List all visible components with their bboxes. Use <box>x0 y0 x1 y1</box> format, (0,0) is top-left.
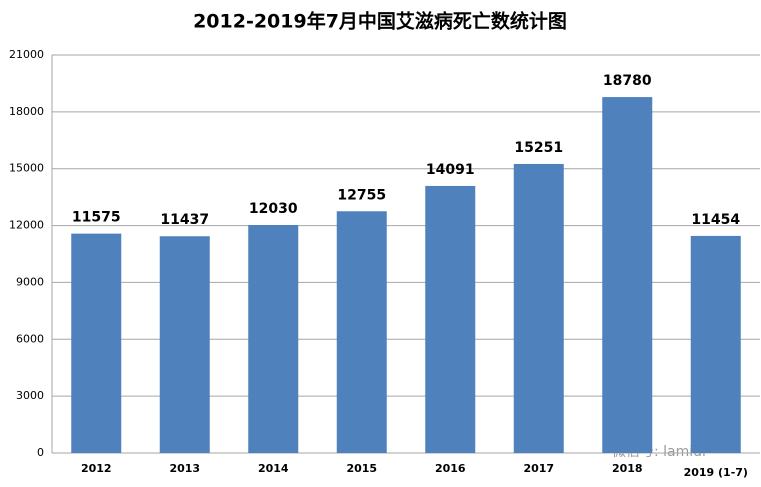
y-tick-label: 0 <box>37 446 44 459</box>
x-tick-label: 2016 <box>435 462 466 475</box>
value-label: 14091 <box>426 162 475 178</box>
bar <box>336 211 387 453</box>
y-tick-label: 6000 <box>16 332 44 345</box>
value-label: 12755 <box>337 187 386 203</box>
value-label: 11454 <box>691 212 740 228</box>
value-label: 18780 <box>603 73 652 89</box>
y-tick-label: 12000 <box>9 219 44 232</box>
y-tick-label: 15000 <box>9 162 44 175</box>
value-label: 15251 <box>514 140 563 156</box>
bar <box>602 97 653 454</box>
x-tick-label: 2019 (1-7) <box>684 466 748 479</box>
y-tick-label: 9000 <box>16 275 44 288</box>
x-tick-label: 2018 <box>612 462 643 475</box>
x-tick-label: 2014 <box>258 462 289 475</box>
x-tick-label: 2012 <box>81 462 112 475</box>
bar <box>71 233 122 453</box>
value-label: 12030 <box>249 201 298 217</box>
x-tick-label: 2015 <box>346 462 377 475</box>
value-label: 11575 <box>72 210 121 226</box>
x-tick-label: 2013 <box>169 462 200 475</box>
bar <box>513 163 564 453</box>
y-tick-label: 3000 <box>16 389 44 402</box>
bar <box>159 236 210 453</box>
chart-title: 2012-2019年7月中国艾滋病死亡数统计图 <box>193 10 567 33</box>
bar <box>690 235 741 453</box>
y-tick-label: 18000 <box>9 105 44 118</box>
bar <box>425 185 476 453</box>
x-tick-label: 2017 <box>523 462 554 475</box>
y-tick-label: 21000 <box>9 48 44 61</box>
bar <box>248 225 299 453</box>
value-label: 11437 <box>160 212 209 228</box>
